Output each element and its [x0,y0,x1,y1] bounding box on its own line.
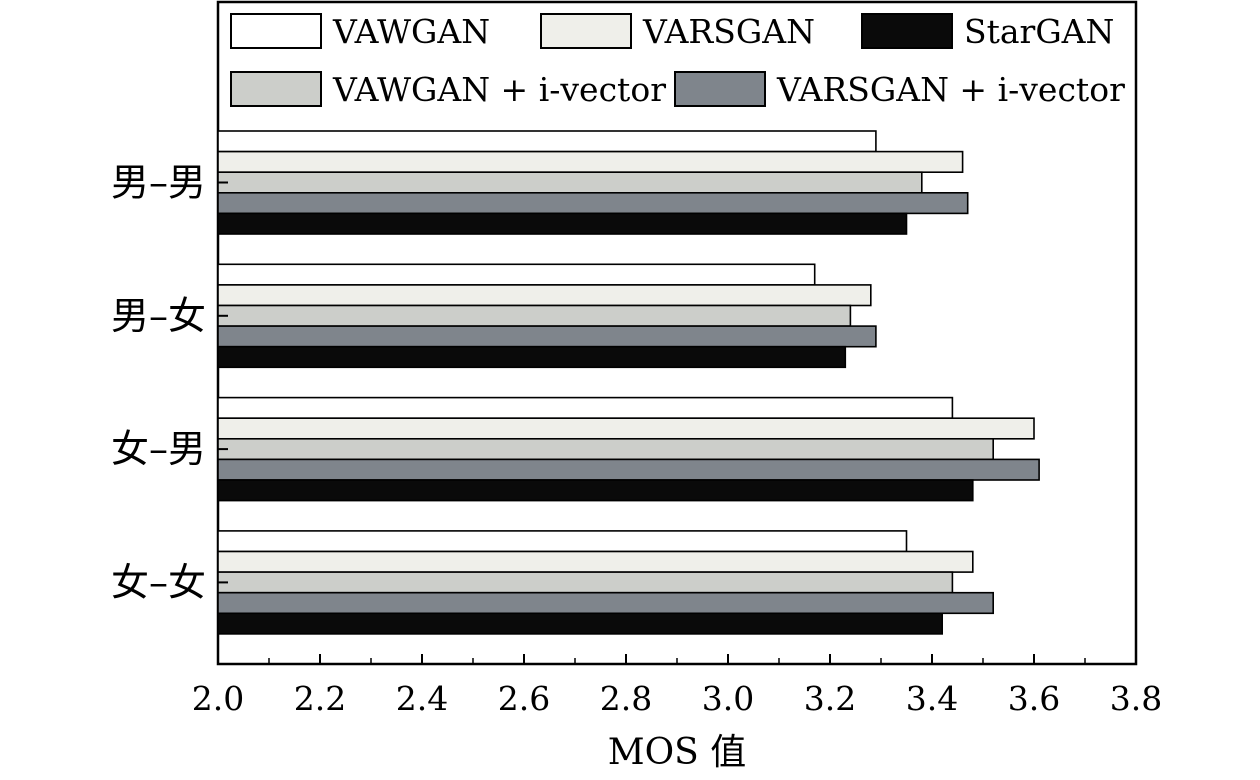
legend-label-5: VARSGAN + i-vector [776,70,1125,109]
x-axis-label: MOS 值 [608,732,746,773]
legend-label-2: VARSGAN [642,12,815,51]
x-tick-label-1: 2.0 [192,679,244,718]
bar-3-3 [217,437,995,461]
bar-4-4 [217,591,995,615]
bar-1-1 [217,130,877,153]
bar-1-3 [217,171,923,194]
bar-4-3 [217,571,954,594]
x-tick-label-9: 3.6 [1008,679,1060,718]
legend-swatch-5 [674,71,766,107]
legend-swatch-1 [230,13,322,49]
bar-1-2 [217,150,964,174]
bar-2-5 [217,345,847,369]
x-tick-label-8: 3.4 [906,679,958,718]
bar-2-4 [217,325,877,348]
category-label-1: 男–男 [111,161,206,205]
legend-swatch-4 [230,71,322,107]
bar-4-1 [217,530,908,553]
bar-1-5 [217,212,908,235]
bar-4-2 [217,550,974,573]
bar-2-3 [217,304,852,327]
x-tick-label-10: 3.8 [1110,679,1162,718]
legend-label-4: VAWGAN + i-vector [332,70,666,109]
bar-2-1 [217,263,816,286]
x-tick-label-7: 3.2 [804,679,856,718]
bar-3-2 [217,417,1035,440]
bar-4-5 [217,612,944,635]
legend-swatch-2 [540,13,632,49]
bar-2-2 [217,284,872,307]
category-label-3: 女–男 [111,427,206,471]
bar-3-5 [217,479,974,502]
x-tick-label-4: 2.6 [498,679,550,718]
bar-3-1 [217,396,954,420]
x-axis-ticks: 2.0 2.2 2.4 2.6 2.8 3.0 3.2 3.4 3.6 3.8 [192,654,1162,718]
bars-group [217,130,1040,635]
x-tick-label-6: 3.0 [702,679,754,718]
category-label-2: 男–女 [111,294,206,338]
category-label-4: 女–女 [111,560,206,604]
bar-1-4 [217,192,969,215]
category-labels: 男–男男–女女–男女–女 [111,161,228,604]
bar-3-4 [217,458,1040,481]
legend-label-1: VAWGAN [332,12,490,51]
x-tick-label-3: 2.4 [396,679,448,718]
legend: VAWGAN VARSGAN StarGAN VAWGAN + i-vector VAR… [230,12,1125,109]
x-tick-label-2: 2.2 [294,679,346,718]
x-tick-label-5: 2.8 [600,679,652,718]
legend-swatch-3 [861,13,953,49]
legend-label-3: StarGAN [964,12,1114,51]
